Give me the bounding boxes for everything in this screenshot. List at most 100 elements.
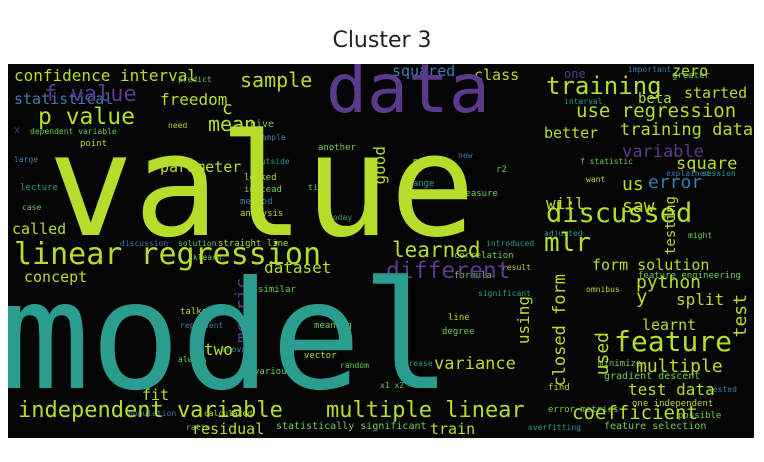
word-degree: degree: [442, 327, 475, 337]
word-beta: beta: [638, 91, 672, 107]
word-method: method: [240, 197, 273, 207]
word-various: various: [254, 367, 292, 377]
word-square: square: [676, 154, 738, 174]
word-change: change: [402, 179, 435, 189]
word-analysis: analysis: [240, 209, 284, 219]
word-large: large: [14, 155, 39, 164]
word-greater: greater: [672, 71, 710, 81]
word-split: split: [676, 290, 725, 309]
word-c: c: [222, 98, 233, 119]
word-point: point: [80, 139, 108, 149]
word-line: line: [448, 313, 470, 323]
word-population: population: [128, 409, 177, 418]
word-discussed: discussed: [546, 198, 693, 229]
word-need: need: [168, 121, 188, 130]
word-test: test: [730, 294, 751, 338]
word-recap: recap: [412, 157, 440, 167]
word-closed-form: closed form: [550, 274, 570, 387]
word-r2: r2: [496, 165, 507, 175]
word-f-value: f value: [44, 82, 137, 107]
word-saw: saw: [622, 196, 655, 217]
word-introduced: introduced: [486, 239, 535, 248]
word-feature: feature: [614, 325, 733, 358]
word-used: used: [592, 332, 613, 376]
word-different: different: [386, 258, 511, 284]
word-sample: sample: [240, 68, 313, 92]
word-independent-variable: independent variable: [18, 398, 283, 423]
word-lecture: lecture: [20, 183, 58, 193]
word-one-independent: one independent: [632, 399, 714, 409]
word-linear-regression: linear regression: [14, 237, 322, 272]
word-today: today: [328, 213, 353, 222]
word-error: error: [648, 172, 703, 193]
word-session: session: [702, 169, 736, 178]
word-want: want: [586, 175, 606, 184]
word-multiple: multiple: [636, 356, 723, 377]
word-looked: looked: [244, 173, 277, 183]
word-another: another: [318, 143, 356, 153]
word-error-metrics: error metrics: [548, 405, 619, 415]
word-learnt: learnt: [642, 316, 697, 334]
word-similar: similar: [258, 285, 296, 295]
word-important: important: [628, 65, 672, 74]
word-variable: variable: [622, 142, 704, 162]
word-training: training: [546, 72, 662, 100]
word-sklearn: sklearn: [188, 253, 222, 262]
word-calculated: calculated: [204, 409, 253, 418]
word-significant: significant: [478, 289, 531, 298]
word-omnibus: omnibus: [586, 285, 620, 294]
word-squared: squared: [392, 64, 456, 80]
word-talked: talked: [180, 307, 213, 317]
word-meaning: meaning: [314, 321, 352, 331]
word-discussion: discussion: [120, 239, 169, 248]
word-gradient-descent: gradient descent: [604, 371, 701, 382]
word-freedom: freedom: [160, 90, 228, 109]
word-adjusted: adjusted: [544, 229, 583, 238]
word-data: data: [326, 64, 490, 129]
word-f-statistic: f statistic: [580, 157, 633, 166]
word-train: train: [430, 420, 476, 438]
word-python: python: [636, 272, 702, 293]
word-us: us: [622, 174, 644, 195]
word-outside: outside: [256, 157, 290, 166]
word-example: example: [252, 133, 286, 142]
word-increase: increase: [394, 359, 433, 368]
word-will: will: [546, 194, 585, 213]
word-anova: anova: [222, 345, 247, 354]
word-instead: instead: [244, 185, 282, 195]
word-variance: variance: [434, 354, 516, 374]
word-x: x: [14, 125, 21, 136]
word-feature-engineering: feature engineering: [638, 271, 741, 281]
word-interval: interval: [564, 97, 603, 106]
word-started: started: [684, 84, 748, 102]
word-class: class: [474, 66, 520, 84]
word-test-data: test data: [628, 380, 715, 399]
word-coefficient: coefficient: [572, 402, 698, 424]
word-result: result: [502, 263, 531, 272]
word-two: two: [204, 340, 233, 359]
word-vector: vector: [304, 351, 337, 361]
word-concept: concept: [24, 268, 88, 286]
word-might: might: [688, 231, 713, 240]
word-tested: tested: [708, 385, 737, 394]
word-training-data: training data: [620, 120, 754, 140]
word-random: random: [340, 361, 369, 370]
word-fit: fit: [142, 386, 170, 404]
word-y: y: [636, 286, 648, 308]
word-mean: mean: [208, 112, 257, 136]
word-dataset: dataset: [264, 258, 332, 277]
word-better: better: [544, 124, 599, 142]
word-straight-line: straight line: [218, 239, 289, 249]
word-ratio: ratio: [186, 423, 211, 432]
word-statistically-significant: statistically significant: [276, 421, 427, 432]
word-zero: zero: [672, 64, 709, 80]
word-parameter: parameter: [160, 158, 242, 176]
word-explained: explained: [666, 169, 710, 178]
word-predict: predict: [178, 75, 212, 84]
word-form-solution: form solution: [592, 256, 710, 274]
word-dependent-variable: dependent variable: [30, 127, 117, 136]
word-model: model: [8, 250, 452, 424]
chart-title: Cluster 3: [332, 28, 432, 53]
word-using: using: [514, 296, 533, 345]
word-cloud: statistical dependent variable x point l…: [8, 64, 754, 438]
